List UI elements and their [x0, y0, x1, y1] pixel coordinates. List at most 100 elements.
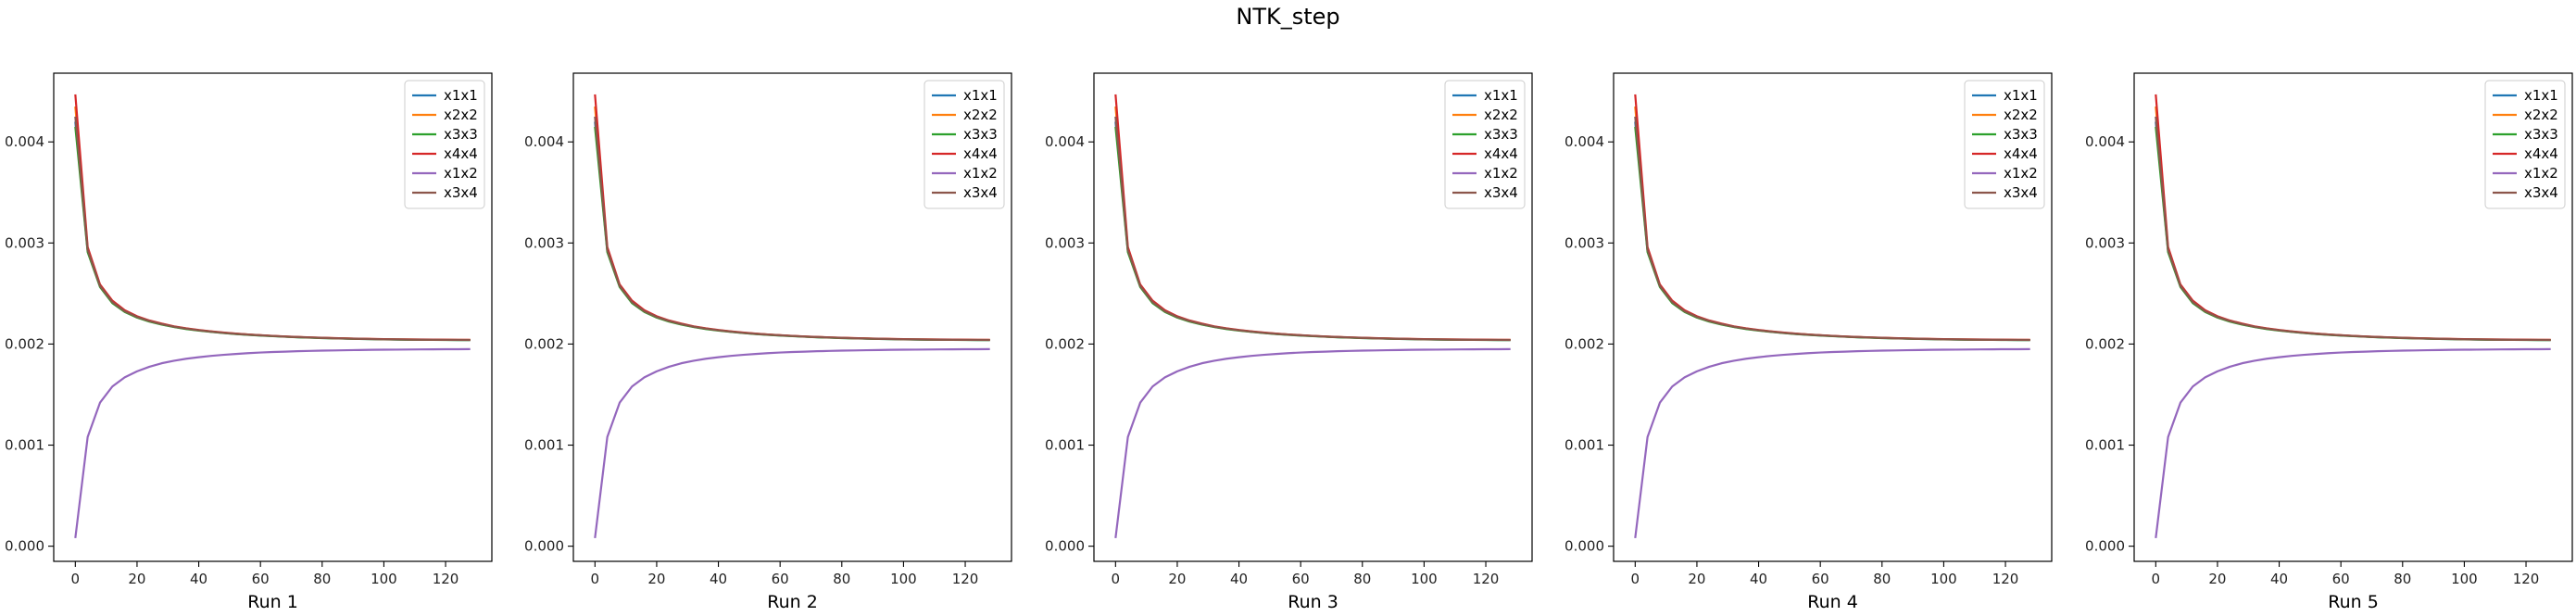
legend-label: x2x2 [963, 107, 998, 123]
y-tick-label: 0.004 [524, 133, 564, 150]
x-tick-label: 80 [833, 571, 850, 587]
legend-label: x1x2 [444, 165, 478, 182]
figure-title: NTK_step [1236, 4, 1340, 30]
x-tick-label: 80 [313, 571, 331, 587]
y-tick-label: 0.004 [5, 133, 44, 150]
x-tick-label: 40 [190, 571, 207, 587]
series-line-x1x2 [2155, 347, 2551, 539]
x-tick-label: 80 [1353, 571, 1371, 587]
x-tick-label: 20 [128, 571, 145, 587]
series-line-x1x2 [1114, 347, 1511, 539]
x-axis-label: Run 1 [247, 592, 298, 612]
subplot-2: 0 20 40 60 80 100 120 0.000 0.001 0.002 0.003 0.004… [524, 72, 1012, 612]
y-tick-label: 0.004 [2085, 133, 2125, 150]
legend-label: x3x3 [444, 126, 478, 143]
x-tick-label: 100 [1930, 571, 1957, 587]
series-line-x3x4 [1114, 116, 1511, 342]
legend-box [2484, 80, 2566, 209]
x-axis-label: Run 4 [1807, 592, 1858, 612]
y-tick-label: 0.002 [2085, 335, 2125, 352]
x-tick-label: 80 [1873, 571, 1891, 587]
legend-label: x1x1 [2004, 87, 2038, 104]
x-tick-label: 0 [71, 571, 81, 587]
x-tick-label: 100 [371, 571, 397, 587]
y-tick-label: 0.002 [1564, 335, 1604, 352]
y-tick-label: 0.001 [2085, 437, 2125, 454]
axes-frame [1613, 72, 2053, 562]
y-tick-label: 0.001 [524, 437, 564, 454]
legend-box [1444, 80, 1526, 209]
subplot-4: 0 20 40 60 80 100 120 0.000 0.001 0.002 0.003 0.004… [1564, 72, 2053, 612]
y-tick-label: 0.001 [5, 437, 44, 454]
legend-label: x1x1 [1484, 87, 1518, 104]
x-tick-label: 20 [1688, 571, 1705, 587]
y-tick-label: 0.000 [1564, 538, 1604, 555]
legend-label: x2x2 [2524, 107, 2558, 123]
legend-box [924, 80, 1005, 209]
series-line-x3x4 [1634, 116, 2030, 342]
y-tick-label: 0.003 [1045, 234, 1085, 251]
x-axis-label: Run 2 [767, 592, 818, 612]
y-tick-label: 0.003 [5, 234, 44, 251]
x-tick-label: 20 [647, 571, 665, 587]
legend: x1x1 x2x2 x3x3 x4x4 x1x2 x3x4 [924, 80, 1005, 209]
series-line-x3x4 [594, 116, 990, 342]
legend-label: x1x1 [444, 87, 478, 104]
series-line-x1x2 [594, 347, 990, 539]
y-tick-label: 0.004 [1045, 133, 1085, 150]
x-tick-label: 80 [2394, 571, 2411, 587]
legend-label: x4x4 [2524, 145, 2558, 162]
legend-label: x4x4 [2004, 145, 2038, 162]
legend-label: x1x1 [963, 87, 998, 104]
x-tick-label: 60 [772, 571, 789, 587]
y-tick-label: 0.001 [1045, 437, 1085, 454]
x-tick-label: 120 [1473, 571, 1500, 587]
legend-label: x3x3 [2524, 126, 2558, 143]
x-tick-label: 40 [2270, 571, 2288, 587]
series-line-x3x4 [2155, 116, 2551, 342]
legend-label: x3x3 [1484, 126, 1518, 143]
subplot-3: 0 20 40 60 80 100 120 0.000 0.001 0.002 0.003 0.004… [1045, 72, 1533, 612]
subplot-1: 0 20 40 60 80 100 120 0.000 0.001 0.002 0.003 0.004… [5, 72, 493, 612]
y-tick-label: 0.003 [2085, 234, 2125, 251]
x-tick-label: 120 [1992, 571, 2019, 587]
legend-label: x1x2 [2004, 165, 2038, 182]
x-tick-label: 40 [1230, 571, 1248, 587]
x-tick-label: 20 [2208, 571, 2226, 587]
legend-box [404, 80, 485, 209]
legend-label: x2x2 [2004, 107, 2038, 123]
y-tick-label: 0.002 [524, 335, 564, 352]
x-tick-label: 0 [591, 571, 600, 587]
y-tick-label: 0.000 [5, 538, 44, 555]
axes-frame [2133, 72, 2573, 562]
y-tick-label: 0.000 [1045, 538, 1085, 555]
legend-label: x1x1 [2524, 87, 2558, 104]
y-tick-label: 0.003 [1564, 234, 1604, 251]
legend-label: x3x4 [2524, 184, 2558, 201]
legend: x1x1 x2x2 x3x3 x4x4 x1x2 x3x4 [404, 80, 485, 209]
axes-frame [53, 72, 493, 562]
legend-label: x3x4 [1484, 184, 1518, 201]
x-tick-label: 60 [2332, 571, 2350, 587]
x-tick-label: 40 [710, 571, 727, 587]
x-tick-label: 100 [2451, 571, 2478, 587]
legend-label: x2x2 [1484, 107, 1518, 123]
x-axis-label: Run 5 [2328, 592, 2379, 612]
x-tick-label: 120 [952, 571, 979, 587]
legend: x1x1 x2x2 x3x3 x4x4 x1x2 x3x4 [1444, 80, 1526, 209]
x-tick-label: 40 [1750, 571, 1767, 587]
axes-frame [572, 72, 1012, 562]
legend-label: x3x3 [963, 126, 998, 143]
y-tick-label: 0.003 [524, 234, 564, 251]
legend-label: x1x2 [963, 165, 998, 182]
y-tick-label: 0.000 [2085, 538, 2125, 555]
legend: x1x1 x2x2 x3x3 x4x4 x1x2 x3x4 [2484, 80, 2566, 209]
y-tick-label: 0.001 [1564, 437, 1604, 454]
x-tick-label: 20 [1168, 571, 1186, 587]
legend-label: x3x4 [444, 184, 478, 201]
series-line-x1x2 [74, 347, 471, 539]
x-tick-label: 0 [1112, 571, 1121, 587]
y-tick-label: 0.002 [1045, 335, 1085, 352]
subplot-5: 0 20 40 60 80 100 120 0.000 0.001 0.002 0.003 0.004… [2085, 72, 2573, 612]
x-tick-label: 0 [1631, 571, 1640, 587]
